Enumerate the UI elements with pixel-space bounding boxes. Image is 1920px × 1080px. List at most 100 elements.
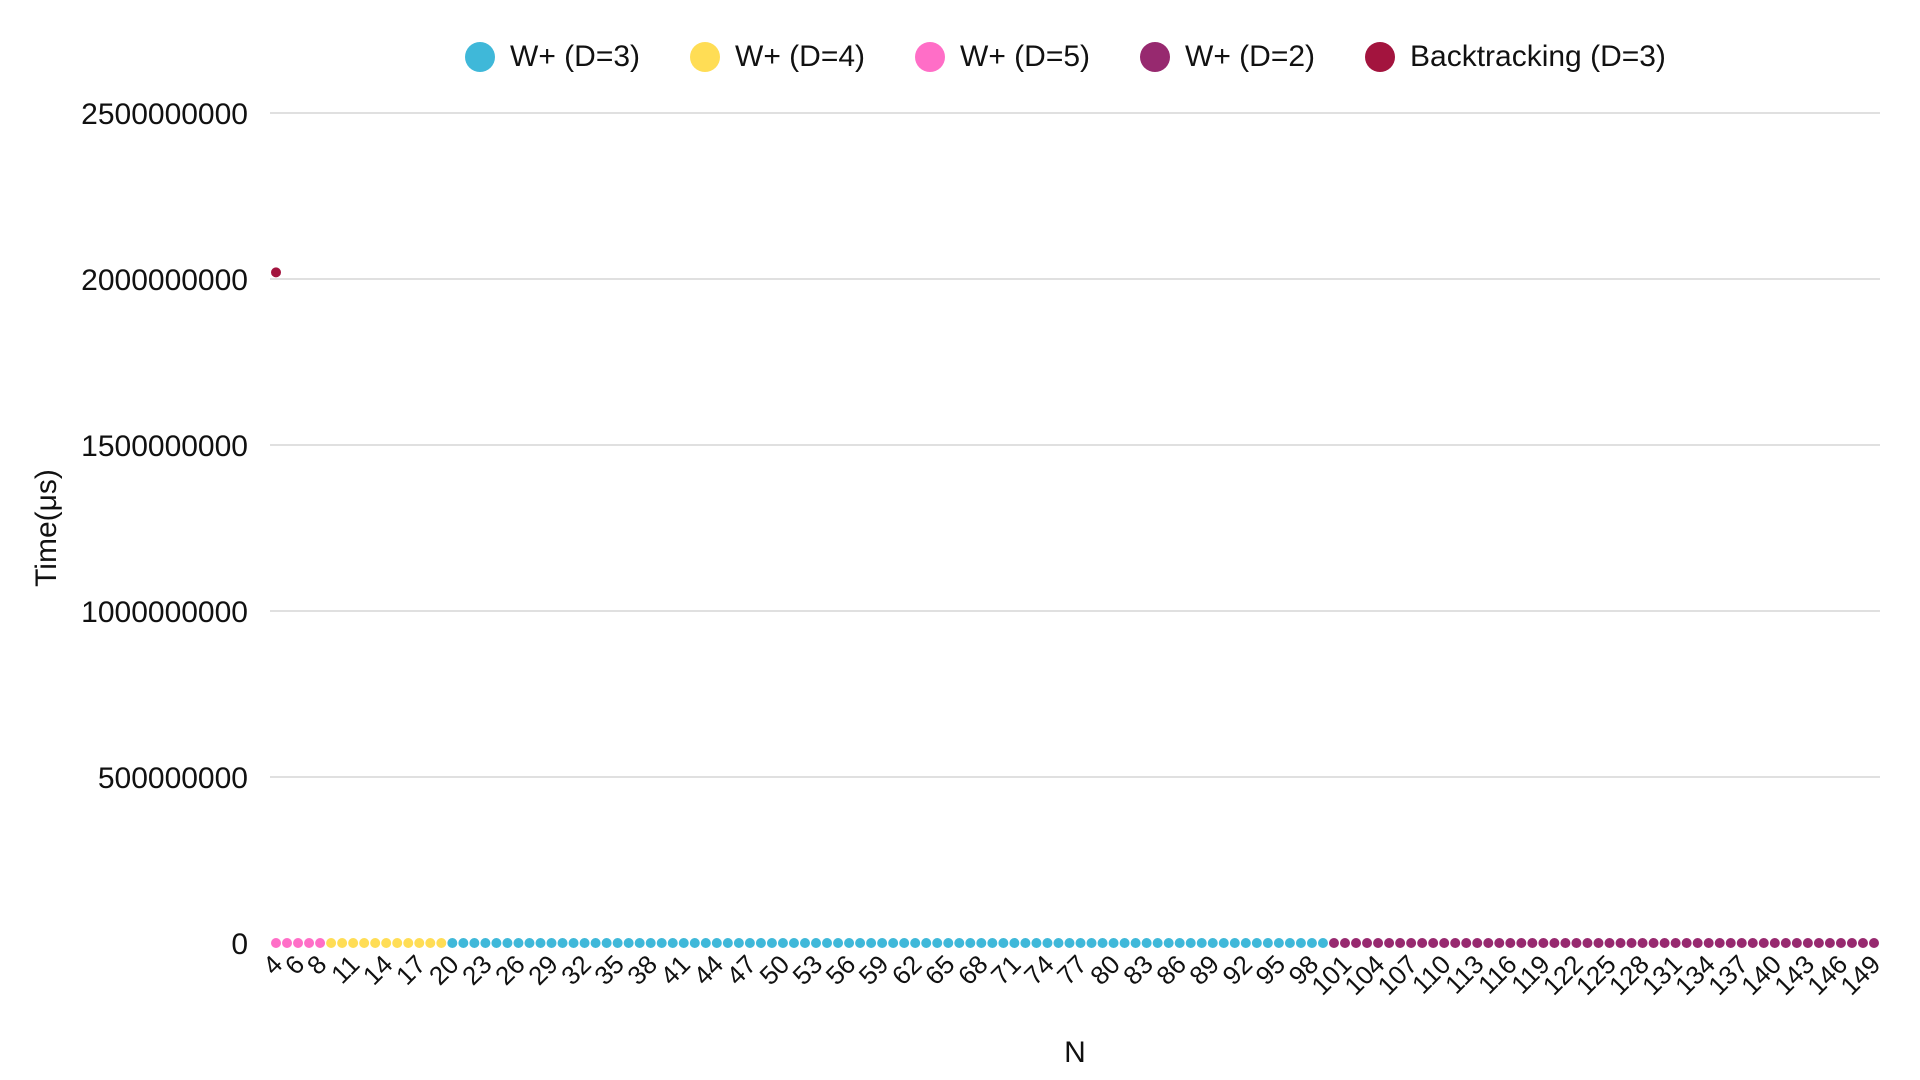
data-point-series-0 xyxy=(733,938,744,948)
data-point-series-0 xyxy=(1020,938,1031,948)
data-point-series-0 xyxy=(469,938,480,948)
x-axis-title: N xyxy=(1064,1036,1086,1069)
legend-marker xyxy=(1140,42,1170,72)
data-point-series-0 xyxy=(458,938,469,948)
data-point-series-0 xyxy=(1207,938,1218,948)
data-point-series-0 xyxy=(579,938,590,948)
data-point-series-3 xyxy=(1494,938,1505,948)
data-point-series-1 xyxy=(436,938,447,948)
data-point-series-0 xyxy=(1108,938,1119,948)
data-point-series-0 xyxy=(1130,938,1141,948)
data-point-series-3 xyxy=(1659,938,1670,948)
data-point-series-3 xyxy=(1549,938,1560,948)
data-point-series-1 xyxy=(414,938,425,948)
data-point-series-3 xyxy=(1395,938,1406,948)
y-tick-label: 2500000000 xyxy=(81,98,248,131)
data-point-series-0 xyxy=(689,938,700,948)
data-point-series-0 xyxy=(601,938,612,948)
data-point-series-3 xyxy=(1461,938,1472,948)
data-point-series-0 xyxy=(998,938,1009,948)
legend-label: W+ (D=2) xyxy=(1185,40,1315,73)
data-point-series-0 xyxy=(1086,938,1097,948)
data-point-series-0 xyxy=(1174,938,1185,948)
data-points xyxy=(271,267,1879,948)
data-point-series-0 xyxy=(1196,938,1207,948)
data-point-series-2 xyxy=(293,938,304,948)
data-point-series-3 xyxy=(1328,938,1339,948)
data-point-series-3 xyxy=(1835,938,1846,948)
data-point-series-0 xyxy=(1185,938,1196,948)
data-point-series-0 xyxy=(667,938,678,948)
data-point-series-0 xyxy=(1273,938,1284,948)
legend-label: Backtracking (D=3) xyxy=(1410,40,1666,73)
data-point-series-3 xyxy=(1736,938,1747,948)
data-point-series-3 xyxy=(1593,938,1604,948)
data-point-series-3 xyxy=(1857,938,1868,948)
legend-item: W+ (D=5) xyxy=(915,40,1090,73)
data-point-series-0 xyxy=(987,938,998,948)
data-point-series-0 xyxy=(1064,938,1075,948)
data-point-series-0 xyxy=(480,938,491,948)
data-point-series-3 xyxy=(1362,938,1373,948)
data-point-series-3 xyxy=(1505,938,1516,948)
data-point-series-0 xyxy=(744,938,755,948)
data-point-series-3 xyxy=(1439,938,1450,948)
data-point-series-3 xyxy=(1560,938,1571,948)
data-point-series-1 xyxy=(403,938,414,948)
data-point-series-1 xyxy=(381,938,392,948)
data-point-series-0 xyxy=(811,938,822,948)
data-point-series-4 xyxy=(271,267,281,278)
data-point-series-0 xyxy=(568,938,579,948)
data-point-series-0 xyxy=(623,938,634,948)
data-point-series-0 xyxy=(678,938,689,948)
data-point-series-0 xyxy=(1306,938,1317,948)
data-point-series-3 xyxy=(1604,938,1615,948)
data-point-series-3 xyxy=(1670,938,1681,948)
data-point-series-3 xyxy=(1791,938,1802,948)
data-point-series-3 xyxy=(1472,938,1483,948)
data-point-series-0 xyxy=(777,938,788,948)
data-point-series-3 xyxy=(1747,938,1758,948)
legend-label: W+ (D=3) xyxy=(510,40,640,73)
data-point-series-0 xyxy=(1119,938,1130,948)
data-point-series-0 xyxy=(502,938,513,948)
data-point-series-0 xyxy=(965,938,976,948)
data-point-series-0 xyxy=(590,938,601,948)
data-point-series-0 xyxy=(1251,938,1262,948)
data-point-series-3 xyxy=(1351,938,1362,948)
data-point-series-0 xyxy=(1053,938,1064,948)
data-point-series-0 xyxy=(822,938,833,948)
data-point-series-0 xyxy=(855,938,866,948)
data-point-series-3 xyxy=(1428,938,1439,948)
data-point-series-0 xyxy=(943,938,954,948)
data-point-series-0 xyxy=(447,938,458,948)
data-point-series-0 xyxy=(932,938,943,948)
data-point-series-0 xyxy=(1229,938,1240,948)
data-point-series-0 xyxy=(788,938,799,948)
data-point-series-0 xyxy=(1097,938,1108,948)
legend-item: W+ (D=4) xyxy=(690,40,865,73)
data-point-series-0 xyxy=(1295,938,1306,948)
data-point-series-0 xyxy=(1317,938,1328,948)
data-point-series-0 xyxy=(491,938,502,948)
data-point-series-0 xyxy=(954,938,965,948)
data-point-series-3 xyxy=(1637,938,1648,948)
data-point-series-2 xyxy=(315,938,326,948)
data-point-series-0 xyxy=(1031,938,1042,948)
data-point-series-0 xyxy=(557,938,568,948)
data-point-series-0 xyxy=(535,938,546,948)
legend-item: W+ (D=3) xyxy=(465,40,640,73)
data-point-series-3 xyxy=(1384,938,1395,948)
data-point-series-0 xyxy=(921,938,932,948)
data-point-series-0 xyxy=(1218,938,1229,948)
data-point-series-3 xyxy=(1780,938,1791,948)
data-point-series-0 xyxy=(877,938,888,948)
data-point-series-3 xyxy=(1538,938,1549,948)
legend-marker xyxy=(465,42,495,72)
y-tick-label: 2000000000 xyxy=(81,264,248,297)
legend-marker xyxy=(1365,42,1395,72)
data-point-series-0 xyxy=(866,938,877,948)
data-point-series-3 xyxy=(1626,938,1637,948)
data-point-series-0 xyxy=(1042,938,1053,948)
